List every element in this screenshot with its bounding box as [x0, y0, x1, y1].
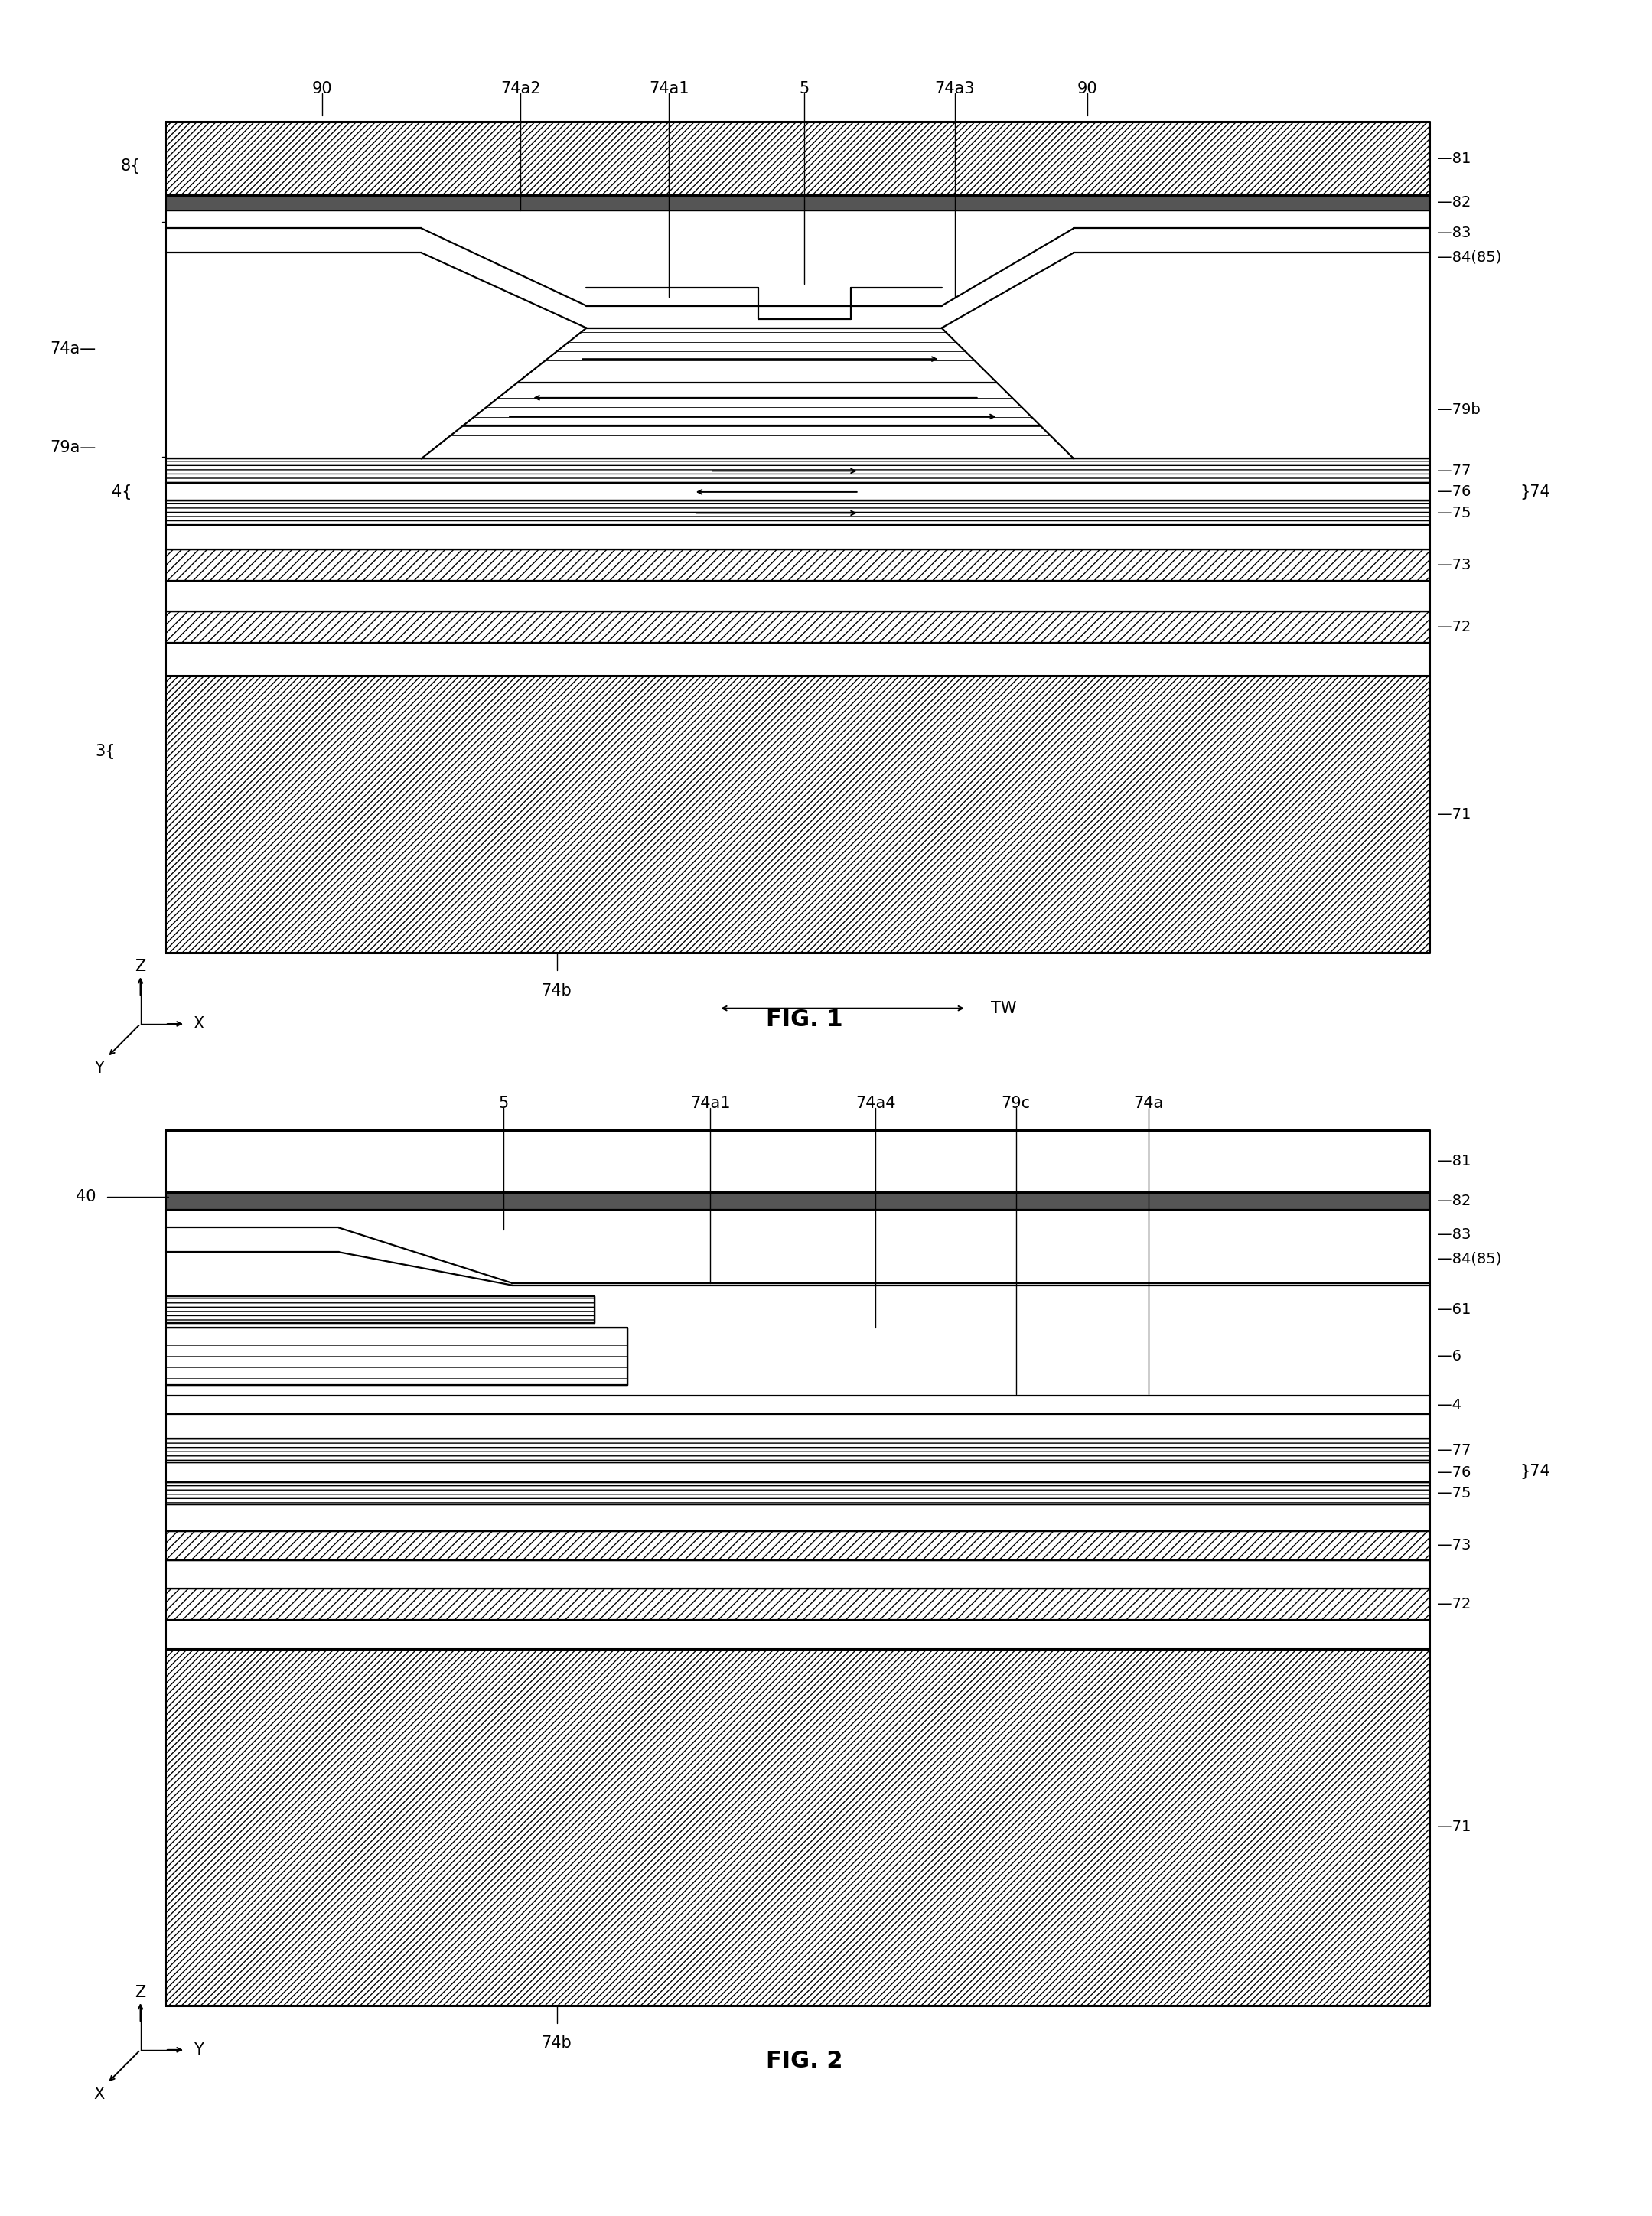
Text: —82: —82 [1437, 1194, 1472, 1208]
Text: 40: 40 [76, 1190, 96, 1203]
Polygon shape [165, 1649, 1429, 2005]
Polygon shape [165, 122, 1429, 195]
Text: —76: —76 [1437, 1465, 1472, 1480]
Polygon shape [165, 1192, 1429, 1210]
Polygon shape [165, 1483, 1429, 1505]
Text: —81: —81 [1437, 151, 1472, 166]
Polygon shape [165, 1130, 1429, 1283]
Text: —76: —76 [1437, 485, 1472, 499]
Text: 74a3: 74a3 [935, 82, 975, 95]
Text: 8{: 8{ [121, 160, 140, 173]
Text: 74a2: 74a2 [501, 82, 540, 95]
Text: —83: —83 [1437, 226, 1472, 239]
Text: —84(85): —84(85) [1437, 1252, 1502, 1265]
Polygon shape [942, 211, 1429, 459]
Polygon shape [421, 328, 1074, 459]
Polygon shape [165, 550, 1429, 581]
Polygon shape [165, 459, 1429, 483]
Text: 74a4: 74a4 [856, 1097, 895, 1110]
Text: —72: —72 [1437, 620, 1472, 634]
Polygon shape [165, 676, 1429, 953]
Text: Y: Y [94, 1061, 104, 1075]
Text: —81: —81 [1437, 1155, 1472, 1168]
Text: TW: TW [991, 1002, 1018, 1015]
Text: X: X [94, 2087, 104, 2101]
Polygon shape [165, 1438, 1429, 1463]
Text: Z: Z [135, 960, 145, 973]
Polygon shape [165, 211, 586, 459]
Text: —72: —72 [1437, 1598, 1472, 1611]
Text: FIG. 1: FIG. 1 [767, 1008, 843, 1030]
Text: —82: —82 [1437, 195, 1472, 211]
Polygon shape [165, 1531, 1429, 1560]
Text: —4: —4 [1437, 1398, 1462, 1412]
Text: 90: 90 [1077, 82, 1097, 95]
Text: 79a—: 79a— [50, 441, 96, 454]
Text: 5: 5 [499, 1097, 509, 1110]
Text: 90: 90 [312, 82, 332, 95]
Polygon shape [512, 1285, 1429, 1396]
Text: 79c: 79c [1001, 1097, 1031, 1110]
Polygon shape [165, 1296, 595, 1323]
Text: —71: —71 [1437, 1819, 1472, 1835]
Text: }74: }74 [1520, 1465, 1550, 1478]
Text: 4{: 4{ [112, 485, 132, 499]
Text: —77: —77 [1437, 1443, 1472, 1458]
Polygon shape [512, 1283, 1429, 1285]
Text: —71: —71 [1437, 807, 1472, 822]
Text: —75: —75 [1437, 505, 1472, 521]
Polygon shape [165, 1327, 628, 1385]
Text: —6: —6 [1437, 1350, 1462, 1363]
Polygon shape [165, 1589, 1429, 1620]
Text: —84(85): —84(85) [1437, 250, 1502, 264]
Text: 74a1: 74a1 [649, 82, 689, 95]
Text: 3{: 3{ [96, 745, 116, 758]
Text: —61: —61 [1437, 1303, 1472, 1316]
Text: —77: —77 [1437, 463, 1472, 479]
Text: 74b: 74b [542, 2037, 572, 2050]
Text: Y: Y [193, 2043, 203, 2056]
Text: 5: 5 [800, 82, 809, 95]
Text: —75: —75 [1437, 1487, 1472, 1500]
Text: 74a—: 74a— [50, 341, 96, 357]
Polygon shape [165, 1228, 339, 1252]
Text: —73: —73 [1437, 1538, 1472, 1553]
Text: X: X [193, 1017, 205, 1030]
Polygon shape [165, 195, 1429, 211]
Text: —73: —73 [1437, 558, 1472, 572]
Text: }74: }74 [1520, 485, 1550, 499]
Polygon shape [165, 1130, 1429, 1192]
Text: —83: —83 [1437, 1228, 1472, 1241]
Text: FIG. 2: FIG. 2 [767, 2050, 843, 2072]
Text: 74b: 74b [542, 984, 572, 997]
Text: Z: Z [135, 1986, 145, 1999]
Polygon shape [165, 612, 1429, 643]
Text: 74a: 74a [1133, 1097, 1163, 1110]
Polygon shape [421, 328, 1074, 459]
Text: 74a1: 74a1 [691, 1097, 730, 1110]
Text: —79b: —79b [1437, 401, 1480, 417]
Polygon shape [165, 501, 1429, 525]
